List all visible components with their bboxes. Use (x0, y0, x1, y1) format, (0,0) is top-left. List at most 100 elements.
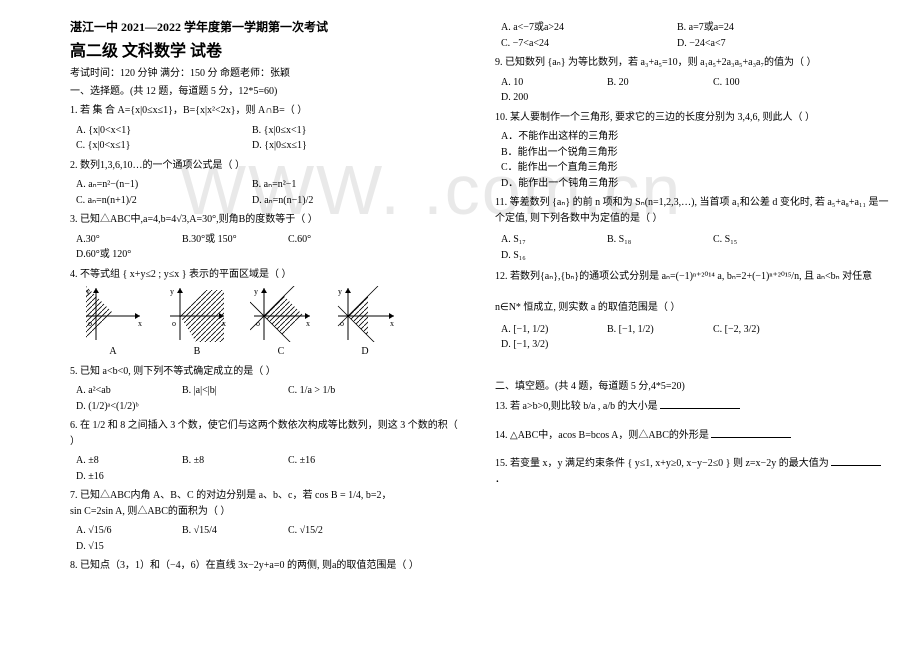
q12-line2: n∈N* 恒成立, 则实数 a 的取值范围是（ ） (495, 302, 680, 313)
q8-b: B. a=7或a=24 (677, 20, 837, 36)
q10-d: D．能作出一个钝角三角形 (501, 176, 890, 192)
q2-c: C. aₙ=n(n+1)/2 (76, 193, 236, 209)
right-column: A. a<−7或a>24 B. a=7或a=24 C. −7<a<24 D. −… (483, 18, 890, 578)
q11-b: B. S₁₈ (607, 232, 697, 248)
q8-d: D. −24<a<7 (677, 36, 837, 52)
q6-c: C. ±16 (288, 453, 378, 469)
q7-a: A. √15/6 (76, 523, 166, 539)
q8-c: C. −7<a<24 (501, 36, 661, 52)
region-diagram-b: x y o (166, 286, 228, 342)
q14: 14. △ABC中，acos B=bcos A，则△ABC的外形是 (495, 427, 890, 444)
left-column: 湛江一中 2021—2022 学年度第一学期第一次考试 高二级 文科数学 试卷 … (70, 18, 483, 578)
q11: 11. 等差数列 {aₙ} 的前 n 项和为 Sₙ(n=1,2,3,…), 当首… (495, 195, 890, 226)
q7-d: D. √15 (76, 539, 166, 555)
svg-text:y: y (86, 287, 90, 296)
q11-c: C. S₁₅ (713, 232, 803, 248)
svg-text:x: x (222, 319, 226, 328)
q8-options: A. a<−7或a>24 B. a=7或a=24 C. −7<a<24 D. −… (501, 20, 890, 51)
q12-c: C. [−2, 3/2) (713, 322, 803, 338)
q5-c: C. 1/a > 1/b (288, 383, 378, 399)
q5: 5. 已知 a<b<0, 则下列不等式确定成立的是（ ） (70, 364, 465, 380)
region-diagram-d: xyo (334, 286, 396, 342)
q6: 6. 在 1/2 和 8 之间插入 3 个数，使它们与这两个数依次构成等比数列，… (70, 418, 465, 449)
q7-options: A. √15/6 B. √15/4 C. √15/2 D. √15 (76, 523, 465, 554)
q14-blank (711, 427, 791, 438)
section-1-header: 一、选择题。(共 12 题，每道题 5 分，12*5=60) (70, 84, 465, 100)
svg-text:x: x (138, 319, 142, 328)
q11-d: D. S₁₆ (501, 248, 591, 264)
q7-b: B. √15/4 (182, 523, 272, 539)
q3-a: A.30° (76, 232, 166, 248)
svg-text:y: y (170, 287, 174, 296)
q10-a: A．不能作出这样的三角形 (501, 129, 890, 145)
q11-options: A. S₁₇ B. S₁₈ C. S₁₅ D. S₁₆ (501, 232, 890, 263)
q4: 4. 不等式组 { x+y≤2 ; y≤x } 表示的平面区域是（ ） (70, 267, 465, 283)
q15-blank (831, 455, 881, 466)
svg-text:o: o (172, 319, 176, 328)
q6-d: D. ±16 (76, 469, 166, 485)
svg-text:o: o (88, 319, 92, 328)
q9: 9. 已知数列 {aₙ} 为等比数列，若 a₃+a₅=10，则 a₁a₅+2a₃… (495, 55, 890, 71)
q10-options: A．不能作出这样的三角形 B．能作出一个锐角三角形 C．能作出一个直角三角形 D… (501, 129, 890, 191)
q13-text: 13. 若 a>b>0,则比较 b/a , a/b 的大小是 (495, 401, 658, 412)
q1-b: B. {x|0≤x<1} (252, 123, 412, 139)
q11-line2: 个定值, 则下列各数中为定值的是（ ） (495, 213, 663, 224)
q2-options: A. aₙ=n²−(n−1) B. aₙ=n²−1 C. aₙ=n(n+1)/2… (76, 177, 465, 208)
q15-text: 15. 若变量 x，y 满足约束条件 { y≤1, x+y≥0, x−y−2≤0… (495, 458, 829, 469)
q1-options: A. {x|0<x<1} B. {x|0≤x<1} C. {x|0<x≤1} D… (76, 123, 465, 154)
q9-options: A. 10 B. 20 C. 100 D. 200 (501, 75, 890, 106)
svg-text:o: o (340, 319, 344, 328)
exam-header: 湛江一中 2021—2022 学年度第一学期第一次考试 (70, 18, 465, 37)
region-diagram-a: x y o (82, 286, 144, 342)
q7-line1: 7. 已知△ABC内角 A、B、C 的对边分别是 a、b、c，若 cos B =… (70, 490, 392, 501)
q5-d: D. (1/2)ᵃ<(1/2)ᵇ (76, 399, 166, 415)
graph-b-label: B (194, 344, 201, 360)
q1-c: C. {x|0<x≤1} (76, 138, 236, 154)
q7: 7. 已知△ABC内角 A、B、C 的对边分别是 a、b、c，若 cos B =… (70, 488, 465, 519)
q12: 12. 若数列{aₙ},{bₙ}的通项公式分别是 aₙ=(−1)ⁿ⁺²⁰¹⁴ a… (495, 269, 890, 316)
q2-d: D. aₙ=n(n−1)/2 (252, 193, 412, 209)
graph-d-label: D (361, 344, 368, 360)
q8-a: A. a<−7或a>24 (501, 20, 661, 36)
graph-b: x y o B (166, 286, 228, 360)
q2-b: B. aₙ=n²−1 (252, 177, 412, 193)
q12-options: A. [−1, 1/2) B. [−1, 1/2) C. [−2, 3/2) D… (501, 322, 890, 353)
q5-b: B. |a|<|b| (182, 383, 272, 399)
q5-options: A. a²<ab B. |a|<|b| C. 1/a > 1/b D. (1/2… (76, 383, 465, 414)
svg-text:y: y (338, 287, 342, 296)
graph-a-label: A (109, 344, 116, 360)
graph-d: xyo D (334, 286, 396, 360)
q12-a: A. [−1, 1/2) (501, 322, 591, 338)
q1-d: D. {x|0≤x≤1} (252, 138, 412, 154)
graph-a: x y o A (82, 286, 144, 360)
q1: 1. 若 集 合 A={x|0≤x≤1}，B={x|x²<2x}，则 A∩B=（… (70, 103, 465, 119)
q2: 2. 数列1,3,6,10…的一个通项公式是（ ） (70, 158, 465, 174)
q6-options: A. ±8 B. ±8 C. ±16 D. ±16 (76, 453, 465, 484)
q9-d: D. 200 (501, 90, 591, 106)
graph-c: x y o C (250, 286, 312, 360)
q3-b: B.30°或 150° (182, 232, 272, 248)
q6-a: A. ±8 (76, 453, 166, 469)
q10-b: B．能作出一个锐角三角形 (501, 145, 890, 161)
q7-line2: sin C=2sin A, 则△ABC的面积为（ ） (70, 506, 230, 517)
graph-c-label: C (278, 344, 285, 360)
q5-a: A. a²<ab (76, 383, 166, 399)
svg-text:x: x (306, 319, 310, 328)
q9-b: B. 20 (607, 75, 697, 91)
q10-c: C．能作出一个直角三角形 (501, 160, 890, 176)
exam-meta: 考试时间：120 分钟 满分：150 分 命题老师：张颖 (70, 66, 465, 82)
q13-blank (660, 398, 740, 409)
svg-text:o: o (256, 319, 260, 328)
q3: 3. 已知△ABC中,a=4,b=4√3,A=30°,则角B的度数等于（ ） (70, 212, 465, 228)
q10: 10. 某人要制作一个三角形, 要求它的三边的长度分别为 3,4,6, 则此人（… (495, 110, 890, 126)
svg-text:y: y (254, 287, 258, 296)
q13: 13. 若 a>b>0,则比较 b/a , a/b 的大小是 (495, 398, 890, 415)
q15: 15. 若变量 x，y 满足约束条件 { y≤1, x+y≥0, x−y−2≤0… (495, 455, 890, 487)
q9-c: C. 100 (713, 75, 803, 91)
q1-a: A. {x|0<x<1} (76, 123, 236, 139)
q2-a: A. aₙ=n²−(n−1) (76, 177, 236, 193)
q12-d: D. [−1, 3/2) (501, 337, 591, 353)
exam-title: 高二级 文科数学 试卷 (70, 40, 465, 65)
q3-d: D.60°或 120° (76, 247, 166, 263)
q12-b: B. [−1, 1/2) (607, 322, 697, 338)
